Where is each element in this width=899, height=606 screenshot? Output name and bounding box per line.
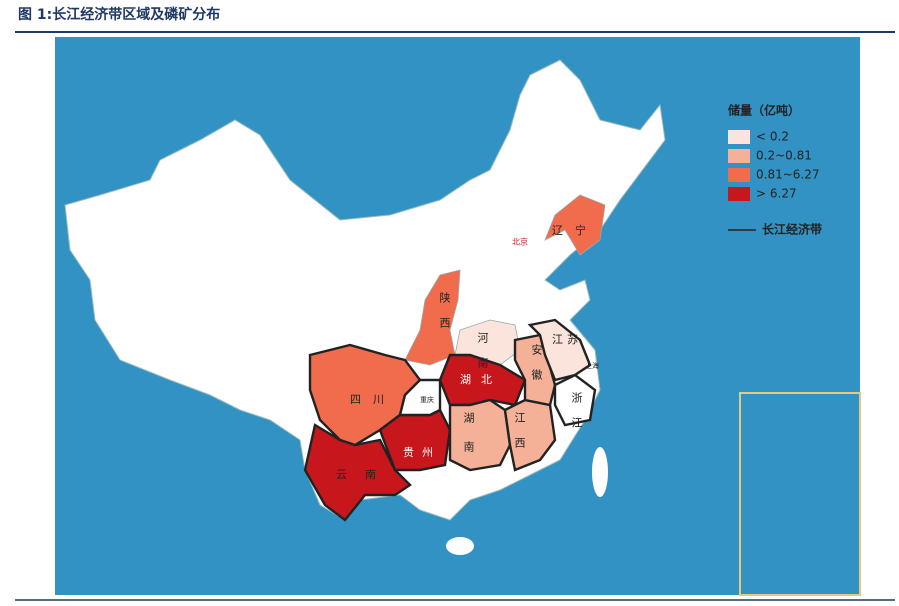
legend: < 0.2 0.2~0.81 0.81~6.27 > 6.27 [728, 130, 820, 201]
province [544, 194, 606, 256]
province-label: 上海 [585, 361, 599, 370]
legend-title: 储量（亿吨） [728, 103, 800, 118]
legend-swatch [728, 168, 750, 182]
legend-swatch [728, 149, 750, 163]
province-label: 河南 [476, 332, 489, 382]
province-label: 湖北 [460, 373, 502, 386]
province-label: 云南 [336, 468, 394, 481]
legend-swatch [728, 187, 750, 201]
province [303, 423, 412, 522]
legend-label: 长江经济带 [762, 222, 822, 237]
province-label: 安徽 [530, 343, 543, 394]
legend-label: 0.2~0.81 [756, 149, 812, 163]
taiwan [592, 447, 608, 497]
province-label: 辽宁 [552, 223, 598, 237]
province-label: 江西 [513, 412, 526, 462]
province-label: 重庆 [420, 395, 434, 404]
province-label: 北京 [512, 237, 528, 247]
legend-label: < 0.2 [756, 130, 789, 144]
province-label: 浙江 [570, 392, 583, 442]
province-label: 四川 [350, 393, 396, 406]
inset-map [739, 392, 861, 596]
province [448, 398, 512, 472]
province-label: 贵州 [403, 446, 441, 459]
province-label: 陕西 [438, 291, 451, 342]
legend-label: 0.81~6.27 [756, 168, 820, 182]
legend-swatch [728, 130, 750, 144]
hainan [446, 537, 474, 555]
province [404, 269, 461, 366]
legend-label: > 6.27 [756, 187, 797, 201]
province [398, 378, 442, 417]
province-label: 湖南 [462, 412, 475, 470]
title: 图 1:长江经济带区域及磷矿分布 [18, 6, 220, 23]
province-label: 江苏 [552, 333, 582, 346]
province [553, 373, 597, 427]
